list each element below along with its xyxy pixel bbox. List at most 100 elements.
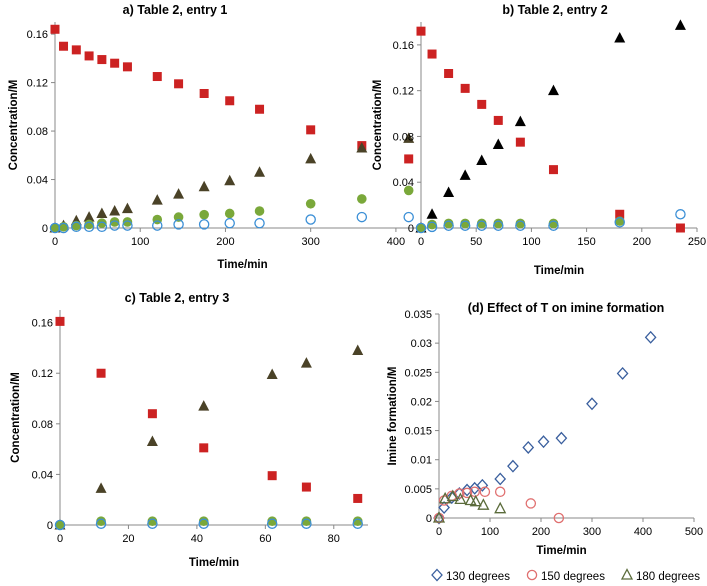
x-tick-label: 200 [532, 526, 550, 538]
data-point [492, 138, 504, 149]
data-point [616, 366, 629, 380]
data-point [198, 219, 210, 230]
data-point [110, 58, 120, 68]
data-point [548, 218, 559, 229]
data-point [476, 154, 488, 165]
data-point [151, 194, 163, 205]
y-tick-label: 0.08 [32, 419, 53, 431]
series-blue-open-circles [415, 209, 686, 234]
data-point [84, 219, 94, 230]
y-tick-label: 0.16 [393, 40, 414, 52]
data-point [83, 221, 95, 233]
data-point [357, 194, 367, 204]
data-point [122, 220, 133, 231]
chart-a: a) Table 2, entry 10 100 200 300 40000.040.0… [8, 3, 430, 271]
series-red-squares [416, 26, 685, 233]
x-axis-label: Time/min [189, 557, 239, 569]
y-tick-label: 0.08 [393, 131, 414, 143]
x-tick-label: 250 [688, 236, 706, 248]
series-green-circles [55, 516, 363, 530]
y-tick-label: 0.12 [27, 78, 48, 90]
y-tick-label: 0.04 [27, 175, 48, 187]
y-axis-label: Concentration/M [10, 372, 22, 463]
data-point [404, 154, 414, 164]
data-point [306, 125, 316, 135]
data-point [173, 212, 184, 222]
data-point [55, 316, 65, 326]
data-point [439, 491, 452, 504]
chart-title: (d) Effect of T on imine formation [468, 301, 665, 315]
chart-b: b) Table 2, entry 2 0 50 100 150 200 250 0 0.04 0… [372, 3, 706, 277]
data-point [254, 166, 266, 177]
y-axis-label: Concentration/M [8, 80, 20, 171]
data-point [675, 223, 685, 233]
data-point [515, 220, 526, 231]
data-point [146, 435, 158, 447]
series-blue-open-circles [54, 518, 363, 531]
data-point [356, 142, 368, 153]
data-point [477, 99, 487, 109]
legend: 130 degrees 150 degrees 180 degrees [431, 568, 700, 583]
data-point [199, 443, 209, 453]
data-point [352, 518, 363, 529]
data-point [493, 218, 504, 229]
y-axis-label: Concentration/M [372, 80, 384, 171]
data-point [586, 397, 598, 411]
y-tick-label: 0 [47, 520, 53, 532]
y-tick-label: 0 [426, 513, 432, 525]
data-point [493, 115, 503, 125]
data-point [199, 88, 209, 98]
data-point [71, 221, 82, 233]
series-black-triangles [415, 19, 686, 233]
series-130-degrees [433, 330, 657, 525]
data-point [548, 165, 558, 175]
data-point [615, 209, 625, 219]
y-tick-label: 0.16 [32, 318, 53, 330]
data-point [476, 220, 487, 231]
data-point [548, 220, 559, 231]
data-point [49, 222, 61, 234]
data-point [300, 357, 312, 368]
x-tick-label: 100 [481, 526, 499, 538]
data-point [459, 220, 471, 231]
legend-marker [526, 569, 538, 581]
data-point [147, 516, 158, 527]
data-point [476, 218, 487, 229]
x-tick-label: 80 [328, 533, 340, 545]
data-point [58, 222, 69, 234]
data-point [555, 431, 568, 445]
y-tick-label: 0 [408, 223, 414, 235]
data-point [152, 220, 163, 231]
data-point [224, 217, 235, 229]
data-point [461, 487, 473, 499]
series-180-degrees [432, 489, 507, 523]
data-point [173, 219, 184, 230]
x-tick-label: 100 [131, 236, 149, 248]
data-point [477, 498, 490, 510]
legend-marker [620, 568, 634, 580]
data-point [460, 83, 470, 93]
data-point [494, 501, 507, 514]
data-point [444, 69, 454, 78]
data-point [224, 174, 236, 186]
data-point [454, 492, 467, 504]
data-point [537, 435, 550, 449]
chart-title: c) Table 2, entry 3 [125, 291, 230, 305]
data-point [198, 516, 209, 527]
data-point [225, 96, 235, 106]
data-point [403, 132, 415, 143]
x-tick-label: 200 [633, 236, 651, 248]
data-point [96, 221, 108, 233]
data-point [255, 104, 265, 114]
data-point [525, 498, 537, 509]
chart-d: (d) Effect of T on imine formation 0 100 20… [387, 301, 703, 583]
y-tick-label: 0.03 [411, 338, 432, 350]
data-point [97, 218, 107, 228]
x-tick-label: 0 [57, 533, 63, 545]
y-tick-label: 0.04 [393, 177, 414, 189]
x-tick-label: 50 [470, 236, 482, 248]
data-point [674, 19, 686, 30]
data-point [443, 220, 454, 231]
y-tick-label: 0.015 [404, 426, 432, 438]
